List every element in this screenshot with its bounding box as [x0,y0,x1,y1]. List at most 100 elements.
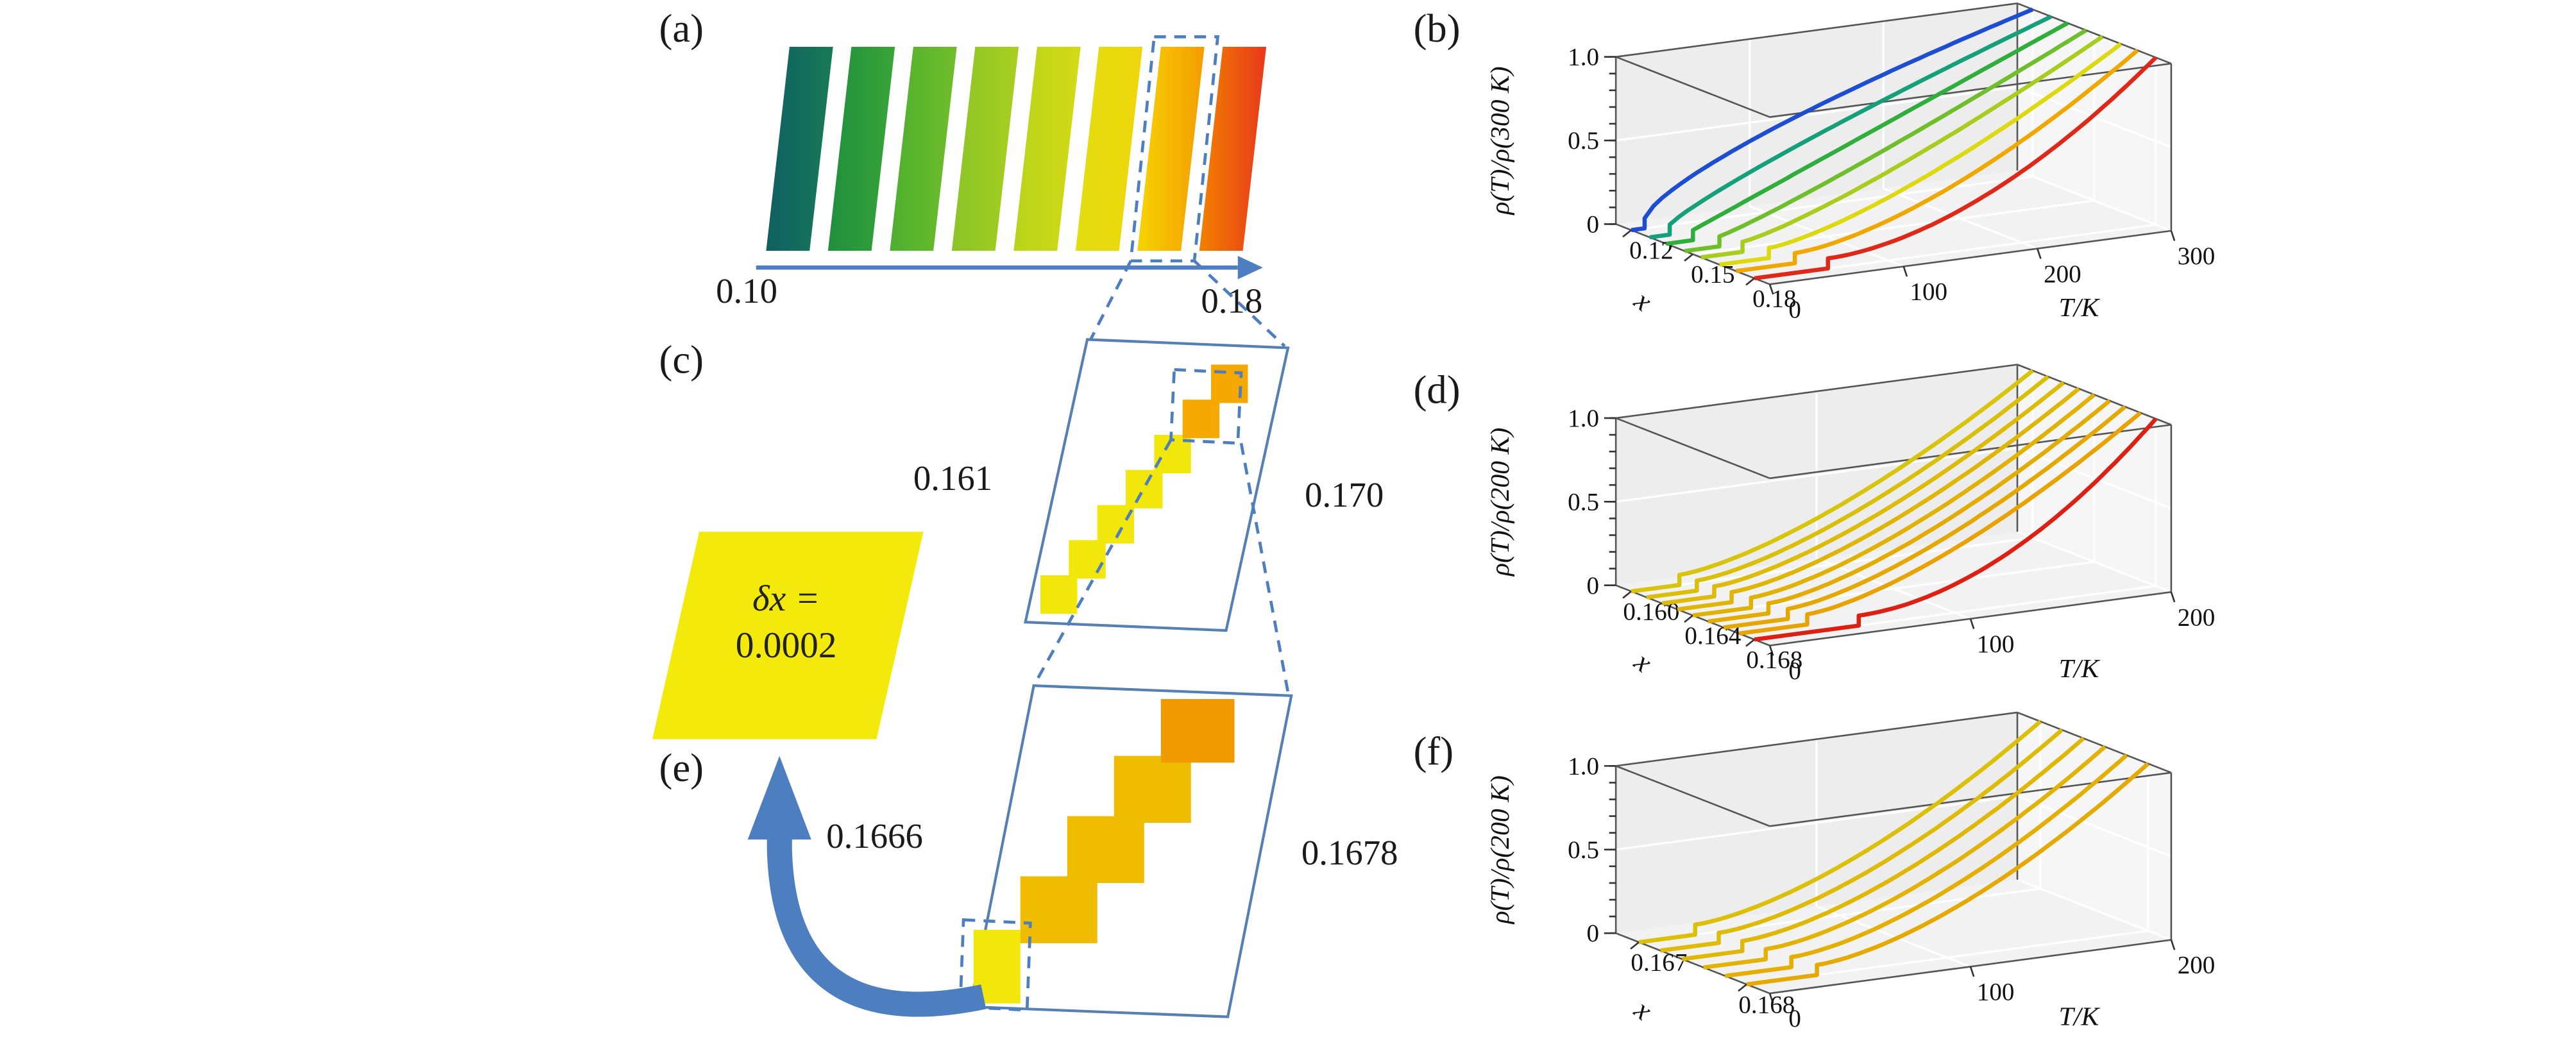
resistivity-curve-x-0.163 [1719,42,2123,267]
chart-d-3d-plot: 00.51.00.1600.1640.1680100200ρ(T)/ρ(200 … [1486,364,2216,685]
zoom-arrow-head [747,755,811,840]
delta-x-line1: δx = [752,577,820,619]
resistivity-curve-x-0.162 [1661,381,2065,606]
x-axis-label: x [1628,283,1658,317]
resistivity-curve-x-0.1676 [1703,745,2106,970]
t-tick-label: 0 [1788,657,1801,685]
z-tick-label: 0.5 [1568,488,1599,516]
zoom-step [1160,699,1235,763]
composition-bar-5 [1013,47,1081,251]
panel-c-label: (c) [659,339,704,383]
z-tick-label: 0.5 [1568,127,1599,155]
delta-x-text: δx = 0.0002 [669,575,903,667]
axis-ticks [1604,56,2176,295]
composition-bar-3 [890,47,957,251]
composition-bar-1 [766,47,833,251]
panel-e-staircase [973,699,1235,1004]
chart-b-3d-plot: 00.51.00.120.150.180100200300ρ(T)/ρ(300 … [1486,2,2216,323]
composition-bar-2 [827,47,895,251]
box-edges [1614,2,2173,285]
z-tick-label: 1.0 [1568,44,1599,71]
zoom-step [1069,540,1106,579]
t-tick-label: 100 [1910,278,1947,306]
x-tick-label: 0.18 [1752,285,1796,312]
resistivity-curve-x-0.167 [1738,411,2142,636]
zoom-step [1067,816,1144,883]
z-axis-label: ρ(T)/ρ(200 K) [1486,428,1515,577]
resistivity-curve-x-0.18 [1754,56,2158,281]
delta-x-box [652,532,924,739]
zoom-connector [1193,260,1286,348]
axis-ticks [1604,417,2176,656]
panel-a-label: (a) [659,8,704,52]
z-axis-label: ρ(T)/ρ(200 K) [1486,775,1515,925]
x-axis-label: x [1628,645,1658,678]
c-right-value: 0.170 [1305,475,1384,516]
zoom-connector [1239,442,1290,693]
zoom-step [1114,755,1191,823]
t-tick-label: 200 [2044,260,2081,288]
t-tick-label: 300 [2178,242,2216,270]
resistivity-curve-x-0.137 [1666,21,2069,246]
zoom-arrow [767,832,987,1017]
zoom-step [1126,469,1163,509]
zoom-step [1182,400,1220,439]
composition-bars [766,47,1267,251]
composition-axis-arrowhead [1237,255,1263,280]
x-tick-label: 0.168 [1738,991,1795,1018]
composition-bar-4 [951,47,1019,251]
resistivity-curve-x-0.171 [1735,49,2139,273]
composition-bar-7 [1137,47,1205,251]
resistivity-curve-x-0.146 [1684,28,2087,253]
c-left-value: 0.161 [913,458,993,499]
composition-bar-6 [1075,47,1143,251]
axis-min-label: 0.10 [716,271,777,312]
panel-d-label: (d) [1413,369,1461,414]
x-tick-label: 0.167 [1631,949,1687,977]
t-axis-label: T/K [2059,654,2101,684]
x-tick-label: 0.12 [1629,237,1673,264]
e-right-value: 0.1678 [1301,832,1398,873]
zoom-connector [1089,260,1132,341]
z-tick-label: 1.0 [1568,752,1599,780]
resistivity-curve-x-0.1678 [1724,754,2128,979]
zoom-diagram [652,35,1293,1018]
z-tick-label: 0 [1586,210,1599,238]
zoom-step [1020,876,1097,943]
resistivity-curve-x-0.129 [1649,14,2053,240]
z-tick-label: 0 [1586,920,1599,947]
t-tick-label: 0 [1788,296,1801,323]
z-tick-label: 1.0 [1568,405,1599,432]
axis-ticks [1604,765,2176,1004]
z-tick-label: 0 [1586,572,1599,600]
t-tick-label: 100 [1977,978,2015,1006]
resistivity-curve-x-0.167 [1638,720,2042,945]
panel-b-label: (b) [1413,8,1461,52]
delta-x-line2: 0.0002 [735,623,837,665]
resistivity-curve-x-0.168 [1746,762,2150,987]
c-highlight-box [1169,367,1243,445]
resistivity-curve-x-0.154 [1700,35,2104,260]
x-axis-label: x [1628,993,1658,1026]
zoom-step [1040,575,1078,614]
panel-f-label: (f) [1413,730,1454,775]
resistivity-curve-x-0.1674 [1681,736,2085,961]
resistivity-curve-x-0.166 [1723,405,2127,630]
resistivity-curve-x-0.168 [1754,417,2158,642]
composition-bar-8 [1199,47,1267,251]
e-highlight-box [958,918,1032,1012]
resistivity-curve-x-0.16 [1631,369,2035,594]
resistivity-curve-x-0.12 [1631,7,2034,233]
t-tick-label: 200 [2178,603,2216,631]
axis-max-label: 0.18 [1201,281,1263,321]
zoom-connector [1032,439,1173,687]
resistivity-curve-x-0.1672 [1660,728,2063,953]
z-axis-label: ρ(T)/ρ(300 K) [1486,66,1515,215]
panel-e-label: (e) [659,747,704,791]
t-axis-label: T/K [2059,1002,2101,1032]
t-tick-label: 0 [1788,1005,1801,1032]
t-tick-label: 100 [1977,630,2015,658]
